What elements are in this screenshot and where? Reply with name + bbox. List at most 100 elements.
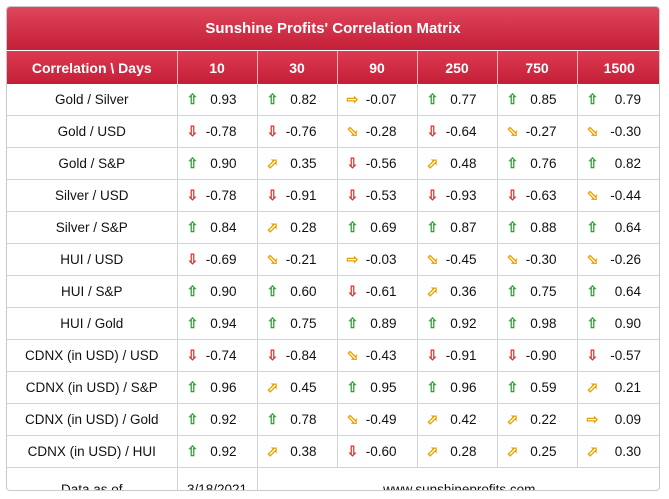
- arrow-up-icon: ⇧: [186, 283, 199, 299]
- correlation-cell: ⇩ -0.57: [577, 339, 659, 372]
- table-row: CDNX (in USD) / Gold ⇧ 0.92 ⇧ 0.78 ⬂ -0.49 ⬀ 0.4…: [7, 403, 659, 436]
- correlation-cell: ⬂ -0.28: [337, 115, 418, 148]
- correlation-cell: ⇧ 0.75: [497, 275, 578, 308]
- correlation-cell: ⬀ 0.36: [417, 275, 498, 308]
- correlation-value: -0.30: [610, 124, 641, 139]
- arrow-down-icon: ⇩: [506, 187, 519, 203]
- table-row: Silver / S&P ⇧ 0.84 ⬀ 0.28 ⇧ 0.69 ⇧ 0.87 ⇧ 0.88 ⇧ 0.…: [7, 211, 659, 244]
- arrow-up-icon: ⇧: [426, 379, 439, 395]
- row-label: Gold / USD: [7, 115, 178, 148]
- arrow-up-icon: ⇧: [266, 91, 279, 107]
- arrow-up-right-icon: ⬀: [266, 219, 279, 235]
- table-row: HUI / S&P ⇧ 0.90 ⇧ 0.60 ⇩ -0.61 ⬀ 0.36 ⇧ 0.75 ⇧ 0.64: [7, 275, 659, 308]
- arrow-up-right-icon: ⬀: [506, 443, 519, 459]
- arrow-up-icon: ⇧: [426, 219, 439, 235]
- correlation-value: 0.38: [290, 444, 317, 459]
- correlation-cell: ⇧ 0.59: [497, 371, 578, 404]
- matrix-title: Sunshine Profits' Correlation Matrix: [7, 7, 659, 51]
- correlation-cell: ⬀ 0.42: [417, 403, 498, 436]
- arrow-down-right-icon: ⬂: [586, 187, 599, 203]
- arrow-up-icon: ⇧: [266, 411, 279, 427]
- correlation-value: 0.82: [290, 92, 317, 107]
- correlation-value: 0.90: [210, 284, 237, 299]
- arrow-down-icon: ⇩: [426, 347, 439, 363]
- arrow-down-right-icon: ⬂: [506, 123, 519, 139]
- correlation-cell: ⇧ 0.64: [577, 275, 659, 308]
- correlation-cell: ⬀ 0.21: [577, 371, 659, 404]
- arrow-down-right-icon: ⬂: [346, 411, 359, 427]
- arrow-right-icon: ⇨: [346, 91, 359, 107]
- arrow-up-icon: ⇧: [346, 315, 359, 331]
- correlation-cell: ⬀ 0.25: [497, 435, 578, 468]
- correlation-cell: ⇩ -0.61: [337, 275, 418, 308]
- arrow-down-right-icon: ⬂: [586, 123, 599, 139]
- correlation-cell: ⬀ 0.30: [577, 435, 659, 468]
- days-header: 90: [337, 51, 418, 84]
- arrow-down-icon: ⇩: [346, 187, 359, 203]
- arrow-up-right-icon: ⬀: [426, 411, 439, 427]
- correlation-value: 0.90: [614, 316, 641, 331]
- correlation-cell: ⇩ -0.76: [257, 115, 338, 148]
- correlation-cell: ⇩ -0.64: [417, 115, 498, 148]
- correlation-value: -0.07: [365, 92, 397, 107]
- correlation-cell: ⇧ 0.78: [257, 403, 338, 436]
- footer-row: Data as of 3/18/2021 www.sunshineprofits…: [7, 467, 659, 491]
- correlation-cell: ⇩ -0.91: [417, 339, 498, 372]
- arrow-up-icon: ⇧: [426, 315, 439, 331]
- arrow-up-icon: ⇧: [266, 315, 279, 331]
- row-label: CDNX (in USD) / HUI: [7, 435, 178, 468]
- correlation-cell: ⬂ -0.30: [577, 115, 659, 148]
- arrow-up-icon: ⇧: [586, 155, 599, 171]
- correlation-value: 0.25: [530, 444, 557, 459]
- correlation-value: 0.36: [450, 284, 477, 299]
- correlation-cell: ⇧ 0.88: [497, 211, 578, 244]
- table-row: CDNX (in USD) / USD ⇩ -0.74 ⇩ -0.84 ⬂ -0.43 ⇩ -0…: [7, 339, 659, 372]
- arrow-up-right-icon: ⬀: [426, 283, 439, 299]
- arrow-down-right-icon: ⬂: [346, 123, 359, 139]
- correlation-cell: ⇧ 0.96: [177, 371, 258, 404]
- arrow-up-icon: ⇧: [506, 283, 519, 299]
- correlation-cell: ⬀ 0.22: [497, 403, 578, 436]
- correlation-cell: ⇧ 0.64: [577, 211, 659, 244]
- row-label: Gold / Silver: [7, 84, 178, 116]
- row-label: Silver / USD: [7, 179, 178, 212]
- arrow-right-icon: ⇨: [346, 251, 359, 267]
- correlation-cell: ⇩ -0.93: [417, 179, 498, 212]
- correlation-value: 0.45: [290, 380, 317, 395]
- days-header: 10: [177, 51, 258, 84]
- correlation-value: -0.64: [445, 124, 477, 139]
- correlation-value: -0.91: [445, 348, 477, 363]
- correlation-value: -0.53: [365, 188, 397, 203]
- arrow-down-icon: ⇩: [506, 347, 519, 363]
- arrow-down-icon: ⇩: [586, 347, 599, 363]
- correlation-cell: ⬂ -0.49: [337, 403, 418, 436]
- correlation-value: -0.26: [610, 252, 641, 267]
- correlation-value: 0.92: [450, 316, 477, 331]
- arrow-up-icon: ⇧: [186, 379, 199, 395]
- correlation-cell: ⬀ 0.48: [417, 147, 498, 180]
- arrow-down-icon: ⇩: [186, 187, 199, 203]
- corner-header: Correlation \ Days: [7, 51, 178, 84]
- correlation-cell: ⬂ -0.26: [577, 243, 659, 276]
- correlation-value: -0.43: [365, 348, 397, 363]
- correlation-value: 0.85: [530, 92, 557, 107]
- arrow-up-icon: ⇧: [586, 315, 599, 331]
- arrow-up-icon: ⇧: [266, 283, 279, 299]
- correlation-value: 0.78: [290, 412, 317, 427]
- arrow-right-icon: ⇨: [586, 411, 599, 427]
- correlation-cell: ⬂ -0.30: [497, 243, 578, 276]
- correlation-cell: ⇩ -0.90: [497, 339, 578, 372]
- correlation-cell: ⇩ -0.53: [337, 179, 418, 212]
- data-date: 3/18/2021: [177, 467, 258, 490]
- days-header: 250: [417, 51, 498, 84]
- correlation-cell: ⇩ -0.74: [177, 339, 258, 372]
- correlation-cell: ⇧ 0.90: [577, 307, 659, 340]
- website-label: www.sunshineprofits.com: [383, 481, 536, 491]
- arrow-down-icon: ⇩: [426, 187, 439, 203]
- arrow-up-icon: ⇧: [186, 91, 199, 107]
- correlation-value: -0.93: [445, 188, 477, 203]
- correlation-cell: ⇧ 0.90: [177, 147, 258, 180]
- correlation-cell: ⇧ 0.75: [257, 307, 338, 340]
- correlation-cell: ⇧ 0.84: [177, 211, 258, 244]
- correlation-cell: ⇧ 0.94: [177, 307, 258, 340]
